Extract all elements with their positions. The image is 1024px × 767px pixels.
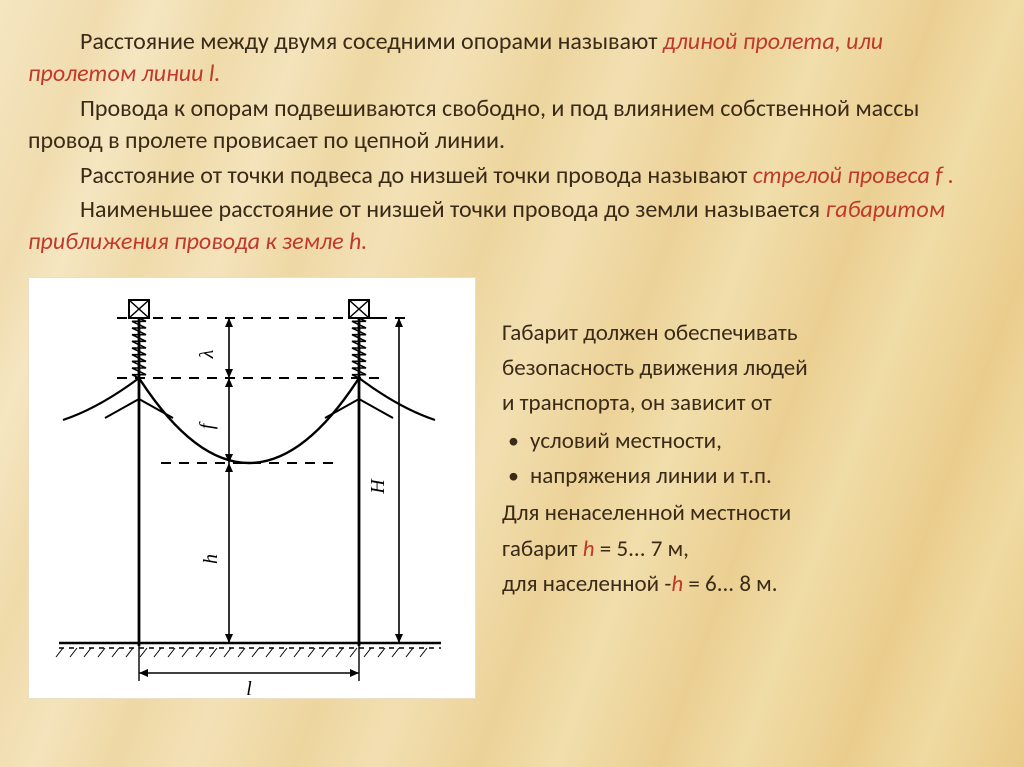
svg-text:H: H [367, 477, 389, 494]
p3a: Расстояние от точки подвеса до низшей то… [80, 161, 753, 190]
svg-text:f: f [196, 421, 218, 429]
p3b: стрелой провеса f . [753, 161, 954, 190]
s4: Для ненаселенной местности [502, 497, 808, 530]
para-2: Провода к опорам подвешиваются свободно,… [28, 93, 996, 158]
para-3: Расстояние от точки подвеса до низшей то… [28, 160, 996, 192]
s3: и транспорта, он зависит от [502, 387, 808, 420]
figure-row: λ f h Hl Габарит должен обеспечивать безопа… [28, 277, 996, 699]
text-block: Расстояние между двумя соседними опорами… [28, 26, 996, 259]
p4a: Наименьшее расстояние от низшей точки пр… [80, 195, 825, 224]
s6: для населенной -h = 6... 8 м. [502, 568, 808, 601]
s1: Габарит должен обеспечивать [502, 317, 808, 350]
para-4: Наименьшее расстояние от низшей точки пр… [28, 194, 996, 259]
svg-text:λ: λ [196, 349, 218, 359]
side-text: Габарит должен обеспечивать безопасность… [502, 277, 808, 604]
s5: габарит h = 5... 7 м, [502, 533, 808, 566]
bullet-list: условий местности, напряжения линии и т.… [502, 425, 808, 494]
bullet-1: условий местности, [530, 425, 808, 458]
svg-text:l: l [246, 678, 252, 698]
bullet-2: напряжения линии и т.п. [530, 460, 808, 493]
p1a: Расстояние между двумя соседними опорами… [80, 27, 663, 56]
s2: безопасность движения людей [502, 352, 808, 385]
svg-text:h: h [200, 554, 222, 564]
para-1: Расстояние между двумя соседними опорами… [28, 26, 996, 91]
diagram: λ f h Hl [28, 277, 476, 699]
p2: Провода к опорам подвешиваются свободно,… [28, 94, 919, 155]
